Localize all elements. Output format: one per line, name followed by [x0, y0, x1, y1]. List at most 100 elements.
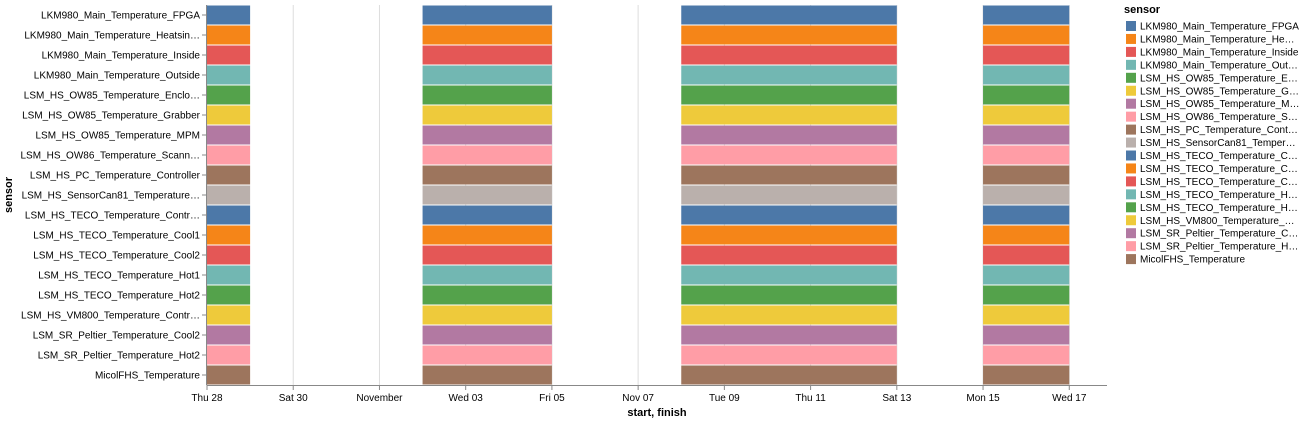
- legend-swatch: [1126, 241, 1136, 252]
- gantt-bar: [207, 365, 251, 385]
- gantt-bar: [983, 305, 1070, 325]
- gantt-bar: [207, 205, 251, 225]
- gantt-bar: [422, 305, 552, 325]
- gantt-bar: [681, 225, 897, 245]
- legend-label: MicolFHS_Temperature: [1140, 255, 1245, 266]
- gantt-bar: [983, 165, 1070, 185]
- legend-swatch: [1126, 163, 1136, 174]
- grid-lines: [206, 5, 1070, 385]
- y-axis-title: sensor: [3, 176, 15, 213]
- legend-label: LSM_HS_OW86_Temperature_S…: [1140, 112, 1298, 123]
- gantt-bar: [422, 345, 552, 365]
- gantt-bar: [207, 325, 251, 345]
- legend-label: LKM980_Main_Temperature_Out…: [1140, 60, 1298, 71]
- x-tick-label: Thu 28: [191, 393, 223, 404]
- gantt-bar: [207, 285, 251, 305]
- gantt-bar: [681, 85, 897, 105]
- x-tick-label: Wed 17: [1052, 393, 1087, 404]
- gantt-bar: [422, 5, 552, 25]
- gantt-bar: [422, 325, 552, 345]
- gantt-bar: [681, 205, 897, 225]
- gantt-bar: [681, 285, 897, 305]
- y-tick-label: LSM_HS_VM800_Temperature_Contr…: [21, 311, 200, 322]
- axes: Thu 28 Sat 30 November Wed 03 Fri 05 Nov 07 Tu…: [3, 5, 1107, 419]
- y-tick-label: LKM980_Main_Temperature_FPGA: [41, 11, 200, 22]
- y-tick-label: LSM_HS_TECO_Temperature_Hot2: [38, 291, 200, 302]
- y-tick-label: LSM_HS_TECO_Temperature_Contr…: [25, 211, 200, 222]
- legend-label: LSM_HS_PC_Temperature_Cont…: [1140, 125, 1298, 136]
- gantt-bar: [422, 265, 552, 285]
- gantt-bar: [681, 145, 897, 165]
- legend-label: LSM_HS_TECO_Temperature_H…: [1140, 190, 1298, 201]
- legend-swatch: [1126, 33, 1136, 44]
- legend-swatch: [1126, 46, 1136, 57]
- y-tick-label: LSM_HS_SensorCan81_Temperature…: [22, 191, 200, 202]
- gantt-bar: [681, 5, 897, 25]
- legend-label: LSM_HS_OW85_Temperature_M…: [1140, 99, 1300, 110]
- y-tick-label: MicolFHS_Temperature: [95, 371, 200, 382]
- gantt-bar: [422, 205, 552, 225]
- gantt-bar: [422, 65, 552, 85]
- legend-label: LKM980_Main_Temperature_FPGA: [1140, 22, 1299, 33]
- gantt-bar: [983, 5, 1070, 25]
- gantt-bar: [207, 125, 251, 145]
- gantt-bar: [681, 325, 897, 345]
- legend-swatch: [1126, 176, 1136, 187]
- legend-swatch: [1126, 228, 1136, 239]
- gantt-bar: [681, 65, 897, 85]
- y-tick-label: LSM_HS_TECO_Temperature_Cool1: [33, 231, 200, 242]
- gantt-bar: [983, 345, 1070, 365]
- legend-label: LSM_SR_Peltier_Temperature_H…: [1140, 242, 1298, 253]
- legend: sensorLKM980_Main_Temperature_FPGALKM980…: [1124, 4, 1300, 266]
- legend-swatch: [1126, 254, 1136, 265]
- legend-label: LKM980_Main_Temperature_Inside: [1140, 47, 1299, 58]
- y-tick-label: LKM980_Main_Temperature_Heatsin…: [24, 31, 200, 42]
- gantt-bar: [983, 325, 1070, 345]
- x-tick-label: Wed 03: [449, 393, 484, 404]
- x-tick-label: Fri 05: [539, 393, 565, 404]
- gantt-bar: [207, 165, 251, 185]
- gantt-bar: [207, 185, 251, 205]
- x-tick-label: Sat 13: [882, 393, 911, 404]
- gantt-bar: [681, 125, 897, 145]
- legend-swatch: [1126, 21, 1136, 31]
- y-tick-label: LSM_SR_Peltier_Temperature_Cool2: [33, 331, 201, 342]
- gantt-bar: [207, 145, 251, 165]
- x-tick-label: Mon 15: [966, 393, 1000, 404]
- gantt-bar: [983, 85, 1070, 105]
- gantt-bar: [422, 125, 552, 145]
- y-tick-label: LSM_HS_OW85_Temperature_Grabber: [22, 111, 201, 122]
- legend-label: LSM_HS_OW85_Temperature_G…: [1140, 86, 1299, 97]
- gantt-bar: [422, 105, 552, 125]
- y-tick-label: LSM_HS_OW85_Temperature_Enclo…: [24, 91, 200, 102]
- legend-swatch: [1126, 59, 1136, 70]
- gantt-bar: [207, 105, 251, 125]
- gantt-bar: [983, 205, 1070, 225]
- x-tick-label: Nov 07: [622, 393, 654, 404]
- gantt-bar: [207, 85, 251, 105]
- legend-label: LSM_HS_SensorCan81_Temper…: [1140, 138, 1296, 149]
- y-tick-label: LSM_HS_OW86_Temperature_Scann…: [20, 151, 200, 162]
- legend-label: LSM_HS_TECO_Temperature_C…: [1140, 177, 1298, 188]
- y-tick-label: LSM_HS_PC_Temperature_Controller: [30, 171, 201, 182]
- legend-swatch: [1126, 150, 1136, 161]
- legend-label: LSM_SR_Peltier_Temperature_C…: [1140, 229, 1298, 240]
- gantt-bar: [422, 85, 552, 105]
- legend-label: LSM_HS_TECO_Temperature_C…: [1140, 151, 1298, 162]
- y-tick-label: LSM_SR_Peltier_Temperature_Hot2: [38, 351, 201, 362]
- legend-label: LSM_HS_TECO_Temperature_H…: [1140, 203, 1298, 214]
- gantt-bar: [681, 265, 897, 285]
- gantt-bar: [983, 145, 1070, 165]
- legend-label: LSM_HS_VM800_Temperature_…: [1140, 216, 1295, 227]
- legend-label: LSM_HS_OW85_Temperature_E…: [1140, 73, 1298, 84]
- x-tick-label: Tue 09: [709, 393, 740, 404]
- legend-swatch: [1126, 189, 1136, 200]
- gantt-bar: [207, 245, 251, 265]
- legend-swatch: [1126, 85, 1136, 96]
- gantt-bar: [422, 145, 552, 165]
- gantt-bar: [681, 305, 897, 325]
- gantt-bar: [207, 305, 251, 325]
- gantt-bar: [422, 225, 552, 245]
- legend-swatch: [1126, 124, 1136, 135]
